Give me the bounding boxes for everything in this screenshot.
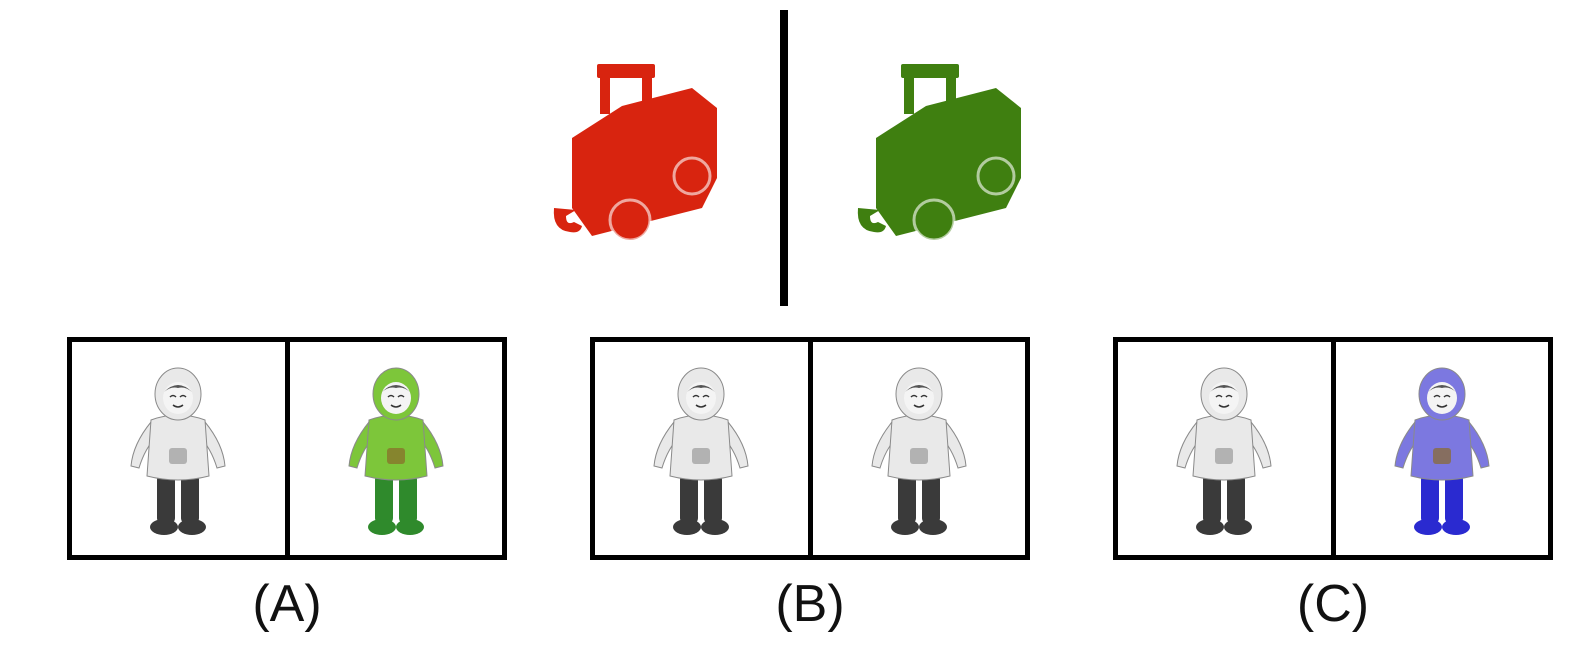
option-a-box[interactable]: [67, 337, 507, 560]
option-a-left-panel: [72, 342, 285, 555]
option-a-label: (A): [252, 575, 322, 633]
option-c-right-panel: [1330, 342, 1549, 555]
green-doll-icon: [348, 367, 444, 535]
option-b-box[interactable]: [590, 337, 1030, 560]
option-c-left-panel: [1118, 342, 1331, 555]
gray-doll-icon: [871, 367, 967, 535]
blue-doll-icon: [1394, 367, 1490, 535]
divider-line: [780, 10, 788, 306]
gray-doll-icon: [130, 367, 226, 535]
red-caboose-icon: [553, 64, 717, 242]
option-c-label: (C): [1296, 575, 1370, 633]
option-b-right-panel: [807, 342, 1026, 555]
option-b-left-panel: [595, 342, 808, 555]
green-caboose-icon: [857, 64, 1021, 242]
option-c-box[interactable]: [1113, 337, 1553, 560]
option-a-right-panel: [284, 342, 503, 555]
gray-doll-icon: [653, 367, 749, 535]
gray-doll-icon: [1176, 367, 1272, 535]
option-b-label: (B): [775, 575, 845, 633]
